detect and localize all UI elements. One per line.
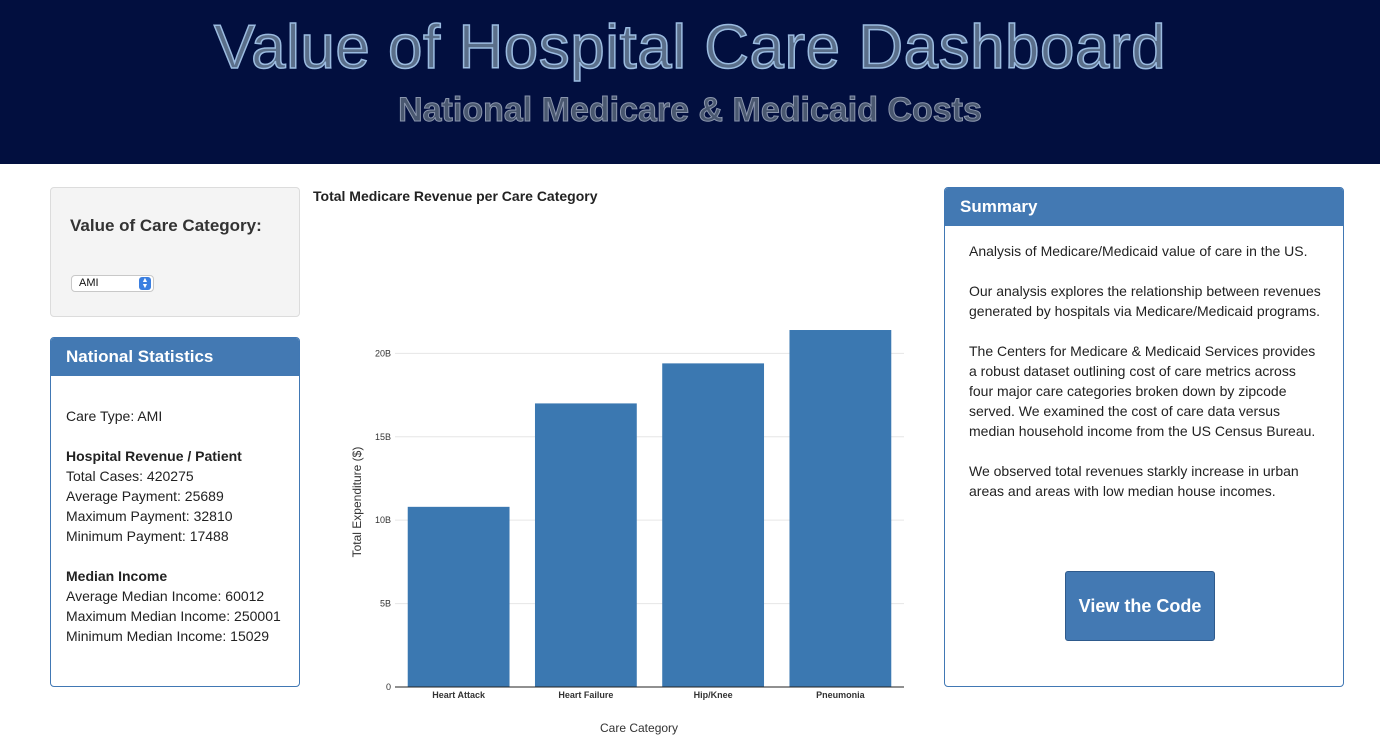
header-banner: Value of Hospital Care Dashboard Nationa…	[0, 0, 1380, 164]
page-title: Value of Hospital Care Dashboard	[213, 12, 1167, 83]
minimum-median-income: Minimum Median Income: 15029	[66, 628, 270, 644]
average-payment: Average Payment: 25689	[66, 488, 224, 504]
x-tick-label: Heart Attack	[432, 690, 486, 700]
category-select-value: AMI	[79, 277, 99, 289]
panel-header: Summary	[945, 188, 1343, 226]
summary-panel: Summary Analysis of Medicare/Medicaid va…	[944, 187, 1344, 687]
total-cases: Total Cases: 420275	[66, 468, 194, 484]
care-type: Care Type: AMI	[66, 408, 163, 424]
y-tick-label: 15B	[375, 432, 391, 442]
category-label: Value of Care Category:	[70, 216, 262, 235]
y-tick-label: 5B	[380, 599, 391, 609]
bar	[789, 330, 892, 687]
maximum-median-income: Maximum Median Income: 250001	[66, 608, 281, 624]
summary-paragraph: The Centers for Medicare & Medicaid Serv…	[969, 343, 1316, 439]
y-axis-label: Total Expenditure ($)	[350, 446, 364, 558]
x-tick-label: Heart Failure	[558, 690, 613, 700]
revenue-heading: Hospital Revenue / Patient	[66, 448, 242, 464]
panel-header: National Statistics	[51, 338, 299, 376]
national-statistics-panel: National Statistics Care Type: AMI Hospi…	[50, 337, 300, 687]
category-select[interactable]: AMI ▲ ▼	[71, 275, 154, 292]
x-axis-label: Care Category	[600, 721, 679, 735]
income-heading: Median Income	[66, 568, 168, 584]
y-tick-label: 10B	[375, 515, 391, 525]
summary-paragraph: We observed total revenues starkly incre…	[969, 463, 1299, 499]
y-tick-label: 0	[386, 682, 391, 692]
average-median-income: Average Median Income: 60012	[66, 588, 265, 604]
view-code-button[interactable]: View the Code	[1065, 571, 1215, 641]
filter-panel: Value of Care Category: AMI ▲ ▼	[50, 187, 300, 317]
summary-paragraph: Analysis of Medicare/Medicaid value of c…	[969, 243, 1308, 259]
summary-paragraph: Our analysis explores the relationship b…	[969, 283, 1321, 319]
bar	[534, 403, 637, 687]
bar	[662, 363, 765, 687]
chart-title: Total Medicare Revenue per Care Category	[313, 188, 598, 204]
y-tick-label: 20B	[375, 348, 391, 358]
select-arrows-icon: ▲ ▼	[139, 277, 151, 290]
x-tick-label: Pneumonia	[816, 690, 866, 700]
x-tick-label: Hip/Knee	[694, 690, 733, 700]
minimum-payment: Minimum Payment: 17488	[66, 528, 229, 544]
bar	[407, 506, 510, 687]
maximum-payment: Maximum Payment: 32810	[66, 508, 233, 524]
page-subtitle: National Medicare & Medicaid Costs	[398, 91, 983, 130]
revenue-bar-chart: 0 5B 10B 15B 20B Heart Attack Heart Failure Hip…	[375, 330, 904, 700]
